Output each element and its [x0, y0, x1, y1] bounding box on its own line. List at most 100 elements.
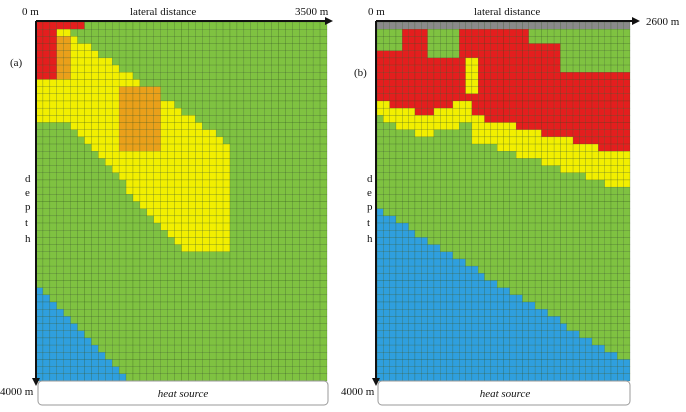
grid-cell — [105, 36, 113, 44]
grid-cell — [195, 323, 203, 331]
grid-cell — [70, 330, 78, 339]
grid-cell — [497, 316, 504, 324]
grid-cell — [408, 57, 416, 66]
grid-cell — [585, 258, 593, 267]
grid-cell — [139, 258, 148, 267]
grid-cell — [91, 265, 99, 274]
grid-cell — [484, 50, 492, 59]
grid-cell — [478, 86, 485, 94]
grid-cell — [395, 316, 403, 324]
grid-cell — [167, 115, 175, 123]
grid-cell — [49, 136, 57, 145]
grid-cell — [132, 129, 141, 138]
grid-cell — [484, 359, 492, 367]
grid-cell — [271, 151, 279, 159]
grid-cell — [174, 186, 182, 195]
grid-cell — [167, 122, 175, 130]
grid-cell — [63, 50, 71, 59]
grid-cell — [560, 136, 567, 145]
grid-cell — [236, 244, 245, 252]
grid-cell — [236, 294, 245, 303]
grid-cell — [243, 237, 251, 245]
grid-cell — [174, 344, 182, 353]
grid-cell — [376, 237, 384, 245]
grid-cell — [541, 86, 548, 94]
grid-cell — [421, 115, 428, 123]
grid-cell — [509, 194, 517, 202]
grid-cell — [271, 143, 279, 152]
grid-cell — [105, 21, 113, 30]
grid-cell — [610, 230, 618, 238]
grid-cell — [471, 244, 479, 252]
grid-cell — [271, 215, 279, 224]
grid-cell — [598, 251, 605, 260]
grid-cell — [617, 172, 624, 181]
grid-cell — [610, 294, 618, 303]
grid-cell — [421, 222, 428, 231]
grid-cell — [509, 244, 517, 252]
grid-cell — [446, 21, 454, 30]
grid-cell — [383, 230, 390, 238]
grid-cell — [202, 86, 210, 94]
grid-cell — [433, 215, 441, 224]
grid-cell — [440, 79, 447, 87]
grid-cell — [427, 29, 435, 37]
grid-cell — [414, 201, 422, 209]
grid-cell — [376, 352, 384, 360]
grid-cell — [264, 158, 272, 166]
grid-cell — [503, 280, 511, 288]
grid-cell — [139, 143, 148, 152]
grid-cell — [49, 21, 57, 30]
grid-cell — [591, 373, 599, 382]
grid-cell — [459, 316, 466, 324]
grid-cell — [566, 208, 574, 217]
grid-cell — [319, 201, 328, 209]
grid-cell — [118, 222, 127, 231]
grid-cell — [250, 316, 258, 324]
grid-cell — [541, 186, 548, 195]
grid-cell — [77, 230, 85, 238]
grid-cell — [515, 151, 523, 159]
grid-cell — [271, 86, 279, 94]
grid-cell — [383, 316, 390, 324]
grid-cell — [560, 29, 567, 37]
grid-cell — [617, 244, 624, 252]
grid-cell — [528, 287, 536, 296]
grid-cell — [522, 230, 529, 238]
grid-cell — [585, 323, 593, 331]
grid-cell — [63, 72, 71, 80]
grid-cell — [243, 373, 251, 382]
grid-cell — [77, 122, 85, 130]
grid-cell — [490, 251, 498, 260]
grid-cell — [146, 93, 154, 102]
grid-cell — [146, 201, 154, 209]
grid-cell — [132, 29, 141, 37]
grid-cell — [591, 323, 599, 331]
grid-cell — [427, 100, 435, 109]
grid-cell — [236, 316, 245, 324]
grid-cell — [376, 273, 384, 281]
grid-cell — [446, 273, 454, 281]
grid-cell — [389, 366, 397, 374]
grid-cell — [160, 115, 168, 123]
grid-cell — [541, 43, 548, 51]
grid-cell — [56, 287, 64, 296]
grid-cell — [490, 86, 498, 94]
grid-cell — [56, 136, 64, 145]
grid-cell — [188, 258, 196, 267]
grid-cell — [202, 222, 210, 231]
grid-cell — [209, 251, 217, 260]
grid-cell — [376, 222, 384, 231]
grid-cell — [478, 79, 485, 87]
grid-cell — [209, 359, 217, 367]
grid-cell — [139, 301, 148, 310]
grid-cell — [490, 201, 498, 209]
grid-cell — [222, 43, 231, 51]
grid-cell — [383, 194, 390, 202]
grid-cell — [433, 244, 441, 252]
grid-cell — [376, 215, 384, 224]
grid-cell — [181, 143, 189, 152]
grid-cell — [49, 151, 57, 159]
grid-cell — [84, 179, 92, 188]
grid-cell — [503, 330, 511, 339]
